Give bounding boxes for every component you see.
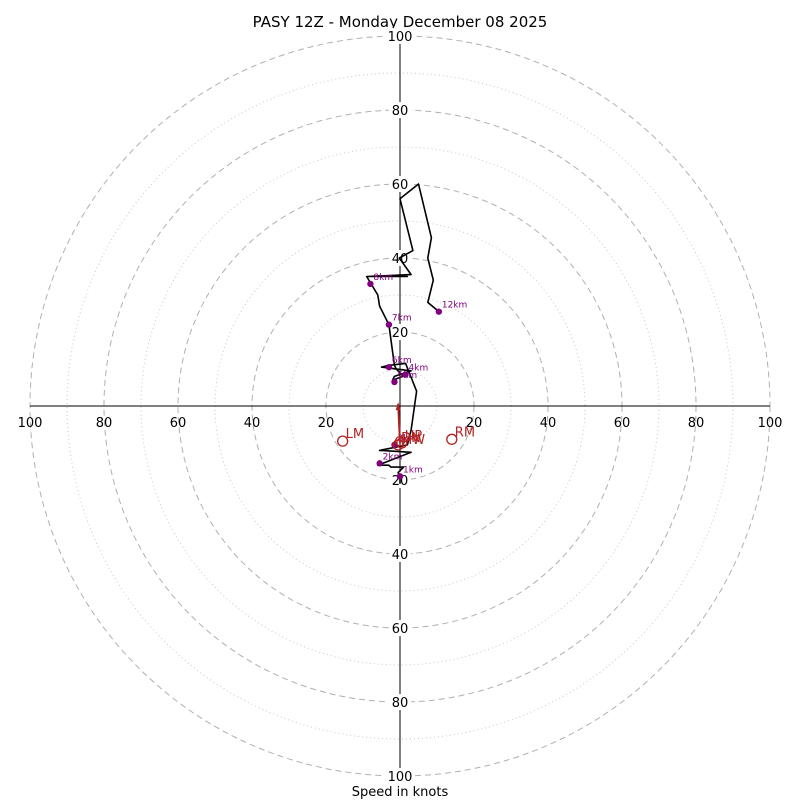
height-marker-label: 3km: [397, 434, 417, 444]
x-tick-label: 80: [96, 416, 113, 431]
y-tick-bg: [389, 694, 411, 710]
x-tick-label: 60: [170, 416, 187, 431]
y-tick-label: 60: [392, 622, 409, 637]
mean-wind-marker: [394, 435, 406, 447]
x-tick-label: 100: [18, 416, 43, 431]
height-marker-dot: [367, 280, 374, 288]
height-marker-dot: [376, 460, 383, 467]
storm-motion-marker: [336, 435, 349, 447]
height-marker-label: 7km: [392, 314, 412, 324]
x-tick-label: 20: [318, 416, 335, 431]
y-tick-label: 40: [392, 548, 409, 563]
height-marker-dot: [391, 378, 398, 386]
storm-motion-marker: [446, 433, 458, 445]
height-marker-dot: [435, 308, 443, 315]
height-marker-label: 5km: [397, 371, 417, 381]
height-marker-dot: [385, 363, 393, 371]
y-tick-bg: [389, 324, 411, 340]
x-tick-label: 40: [244, 416, 261, 431]
storm-motion-label: RM: [455, 425, 475, 440]
storm-motion-label: UP: [405, 429, 423, 444]
y-tick-bg: [389, 176, 411, 192]
y-tick-label: 100: [388, 30, 413, 45]
height-marker-label: 12km: [442, 301, 467, 311]
y-tick-bg: [385, 28, 415, 44]
height-marker-label: 6km: [392, 356, 412, 366]
y-tick-bg: [389, 102, 411, 118]
y-tick-bg: [389, 620, 411, 636]
x-tick-label: 20: [466, 416, 483, 431]
x-tick-label: 80: [688, 416, 705, 431]
storm-motion-label: LM: [346, 427, 364, 442]
x-tick-label: 100: [758, 416, 783, 431]
axes: [30, 36, 770, 776]
y-tick-bg: [385, 768, 415, 784]
mean-wind-label: MW: [401, 433, 425, 448]
shear-vector-arrowhead: [395, 402, 401, 411]
y-tick-bg: [389, 546, 411, 562]
storm-motion-label: DN: [401, 431, 421, 446]
height-marker-dot: [402, 371, 409, 378]
x-axis-label: Speed in knots: [352, 785, 449, 800]
y-tick-label: 60: [392, 178, 409, 193]
height-marker-label: 4km: [409, 364, 429, 374]
height-marker-dot: [385, 321, 393, 328]
height-marker-label: 1km: [403, 465, 423, 475]
chart-title: PASY 12Z - Monday December 08 2025: [253, 13, 548, 31]
height-marker-label: 2km: [383, 452, 403, 462]
y-tick-label: 80: [392, 696, 409, 711]
height-marker-label: 8km: [373, 273, 393, 283]
y-tick-label: 20: [392, 326, 409, 341]
y-tick-label: 100: [388, 770, 413, 785]
x-tick-label: 60: [614, 416, 631, 431]
height-marker-dot: [396, 473, 404, 480]
storm-motion-marker: [396, 437, 408, 449]
x-tick-label: 40: [540, 416, 557, 431]
y-tick-label: 80: [392, 104, 409, 119]
